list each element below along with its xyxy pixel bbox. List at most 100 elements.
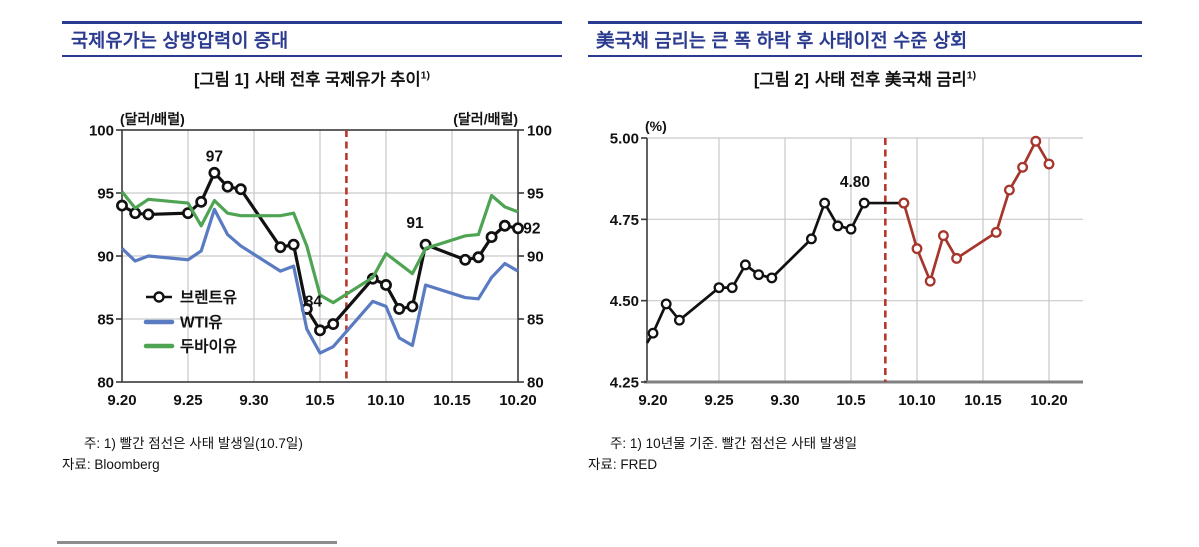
right-figure-title-text: 사태 전후 美국채 금리 [815, 71, 967, 89]
axis-unit-left: (달러/배럴) [120, 111, 185, 127]
treasury_pre-marker [647, 327, 659, 339]
left-figure-title: [그림 1] 사태 전후 국제유가 추이1) [62, 66, 562, 90]
brent-marker [234, 183, 247, 196]
treasury_post-line [902, 139, 1051, 283]
brent-marker [221, 180, 234, 193]
treasury_pre-marker [726, 282, 738, 294]
treasury_pre-marker [739, 259, 751, 271]
brent-marker [485, 231, 498, 244]
treasury_post-marker [1017, 161, 1029, 173]
axis-unit-right: (달러/배럴) [453, 111, 518, 127]
right-figure-title-footnote-mark: 1) [966, 69, 977, 82]
brent-marker [314, 324, 326, 337]
treasury_pre-marker [673, 314, 685, 326]
y-tick-label: 4.50 [610, 293, 639, 310]
x-tick-label: 10.20 [1030, 392, 1068, 409]
x-tick-label: 9.25 [173, 392, 202, 409]
legend-label: WTI유 [180, 314, 223, 332]
treasury_pre-marker [713, 282, 725, 294]
brent-marker [512, 222, 524, 235]
brent-marker [287, 238, 300, 251]
brent-marker [327, 318, 340, 330]
treasury_post-marker [990, 226, 1002, 238]
left-chart-note: 주: 1) 빨간 점선은 사태 발생일(10.7일) [84, 436, 303, 451]
treasury_pre-marker [858, 197, 870, 209]
treasury_post-marker [911, 243, 923, 255]
brent-marker [274, 241, 287, 254]
treasury_pre-line [645, 201, 904, 344]
left-chart-notes: 주: 1) 빨간 점선은 사태 발생일(10.7일) 자료: Bloomberg [62, 433, 303, 475]
treasury_post-marker [1030, 135, 1042, 147]
wti-line [120, 207, 519, 355]
treasury_post-marker [1043, 158, 1055, 170]
y-tick-label: 85 [97, 312, 114, 329]
left-figure-title-footnote-mark: 1) [420, 69, 431, 82]
brent-marker [142, 208, 155, 221]
annotation-84: 84 [305, 293, 323, 310]
x-tick-label: 10.10 [898, 392, 936, 409]
right-figure-label: [그림 2] [753, 71, 810, 89]
treasury_pre-marker [766, 272, 778, 284]
axis-unit-left: (%) [645, 118, 667, 134]
left-headline-top-rule [62, 21, 562, 24]
annotation-91: 91 [406, 215, 424, 232]
brent-marker [393, 302, 406, 315]
brent-marker [406, 300, 419, 313]
x-tick-label: 9.20 [107, 392, 136, 409]
brent-marker [380, 279, 392, 291]
y-tick-label-right: 90 [527, 249, 544, 266]
treasury_pre-marker [832, 220, 844, 232]
legend-label: 두바이유 [180, 338, 237, 356]
treasury_pre-marker [660, 298, 672, 310]
x-tick-label: 9.25 [704, 392, 733, 409]
treasury_post-marker [937, 230, 949, 242]
right-figure-title: [그림 2] 사태 전후 美국채 금리1) [588, 66, 1142, 90]
y-tick-label: 5.00 [610, 131, 639, 148]
brent-marker [116, 199, 128, 212]
right-chart-note: 주: 1) 10년물 기준. 빨간 점선은 사태 발생일 [610, 436, 858, 451]
y-tick-label-right: 95 [527, 186, 544, 203]
brent-marker [459, 253, 472, 266]
left-figure-title-text: 사태 전후 국제유가 추이 [255, 71, 421, 89]
treasury_pre-marker [845, 223, 857, 235]
brent-marker [208, 166, 221, 179]
y-tick-label: 90 [97, 249, 114, 266]
brent-marker [498, 219, 511, 232]
right-chart-source: 자료: FRED [588, 457, 658, 472]
y-tick-label: 100 [89, 123, 114, 140]
right-headline-top-rule [588, 21, 1142, 24]
treasury_post-marker [898, 197, 910, 209]
y-tick-label: 4.25 [610, 375, 639, 392]
x-tick-label: 9.20 [638, 392, 667, 409]
treasury_pre-marker [753, 269, 765, 281]
x-tick-label: 10.20 [499, 392, 537, 409]
oil-price-chart: 80 80 85 85 90 90 95 95 100 100 9.20 9.25 9.30 10.5 10… [89, 111, 552, 409]
brent-marker [472, 251, 485, 264]
y-tick-label: 4.75 [610, 212, 639, 229]
right-headline-bottom-rule [588, 55, 1142, 57]
treasury_post-marker [951, 252, 963, 264]
brent-marker [129, 207, 142, 220]
y-tick-label-right: 80 [527, 375, 544, 392]
treasury_post-marker [1003, 184, 1015, 196]
left-figure-label: [그림 1] [193, 71, 250, 89]
right-chart-notes: 주: 1) 10년물 기준. 빨간 점선은 사태 발생일 자료: FRED [588, 433, 857, 475]
y-tick-label-right: 85 [527, 312, 544, 329]
x-tick-label: 9.30 [239, 392, 268, 409]
left-headline: 국제유가는 상방압력이 증대 [71, 30, 289, 51]
annotation-97: 97 [206, 148, 223, 165]
x-tick-label: 10.5 [305, 392, 334, 409]
y-tick-label: 95 [97, 186, 114, 203]
left-headline-bottom-rule [62, 55, 562, 57]
treasury_pre-marker [805, 233, 817, 245]
left-chart-source: 자료: Bloomberg [62, 457, 160, 472]
footnote-separator-line [57, 541, 337, 544]
x-tick-label: 10.15 [433, 392, 471, 409]
treasury_pre-marker [819, 197, 831, 209]
annotation-4.80: 4.80 [840, 174, 870, 191]
right-headline: 美국채 금리는 큰 폭 하락 후 사태이전 수준 상회 [596, 30, 968, 51]
y-tick-label: 80 [97, 375, 114, 392]
x-tick-label: 9.30 [770, 392, 799, 409]
legend-label: 브렌트유 [180, 289, 237, 307]
